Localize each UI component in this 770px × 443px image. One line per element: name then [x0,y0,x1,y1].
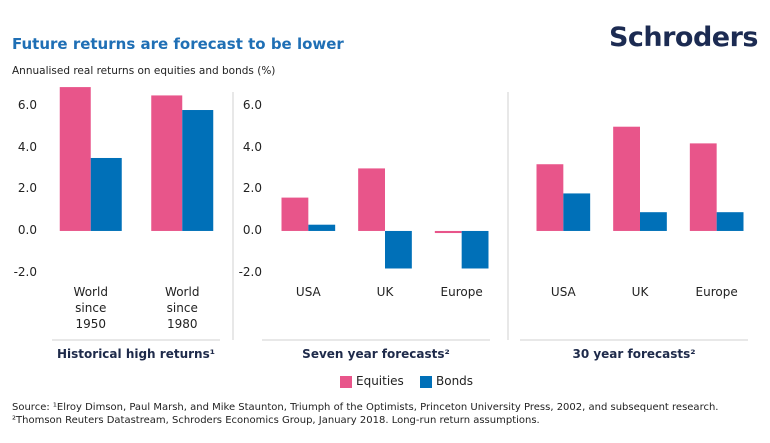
bar [59,87,91,231]
y-tick-label: 4.0 [242,139,262,154]
bar [640,212,667,231]
y-tick-label: 6.0 [17,97,37,112]
panel-title: Historical high returns¹ [57,347,215,361]
bar [151,95,183,231]
y-tick-label: 2.0 [17,181,37,196]
y-tick-label: 0.0 [242,222,262,237]
bar [308,224,336,231]
source-note: ²Thomson Reuters Datastream, Schroders E… [12,415,540,426]
y-tick-label: 2.0 [242,181,262,196]
legend-swatch [340,376,352,388]
y-tick-label: -2.0 [13,264,37,279]
panel-title: Seven year forecasts² [302,347,450,361]
bar [385,230,412,269]
y-tick-label: 6.0 [242,97,262,112]
brand: Schroders [608,22,759,53]
bar [716,212,744,231]
x-tick-label: UK [376,285,394,299]
bar [358,168,385,231]
bar [613,126,640,231]
title: Future returns are forecast to be lower [12,35,344,53]
legend-label: Equities [356,374,404,388]
x-tick-label: USA [295,285,321,299]
bar [461,230,489,269]
x-tick-label: World since 1950 [73,285,108,331]
bar [182,110,214,231]
bar [536,164,564,231]
x-tick-label: UK [631,285,649,299]
legend-label: Bonds [436,374,474,388]
bar [434,230,462,234]
legend-swatch [420,376,432,388]
panel-title: 30 year forecasts² [572,347,696,361]
bar [563,193,591,231]
x-tick-label: USA [550,285,576,299]
x-tick-label: Europe [695,285,738,299]
y-tick-label: 4.0 [17,139,37,154]
x-tick-label: Europe [440,285,483,299]
bar [281,197,309,231]
subtitle: Annualised real returns on equities and … [12,65,276,77]
y-tick-label: 0.0 [17,222,37,237]
y-tick-label: -2.0 [238,264,262,279]
x-tick-label: World since 1980 [165,285,200,331]
source-note: Source: ¹Elroy Dimson, Paul Marsh, and M… [12,402,719,413]
bar [90,157,122,231]
bar [689,143,717,231]
